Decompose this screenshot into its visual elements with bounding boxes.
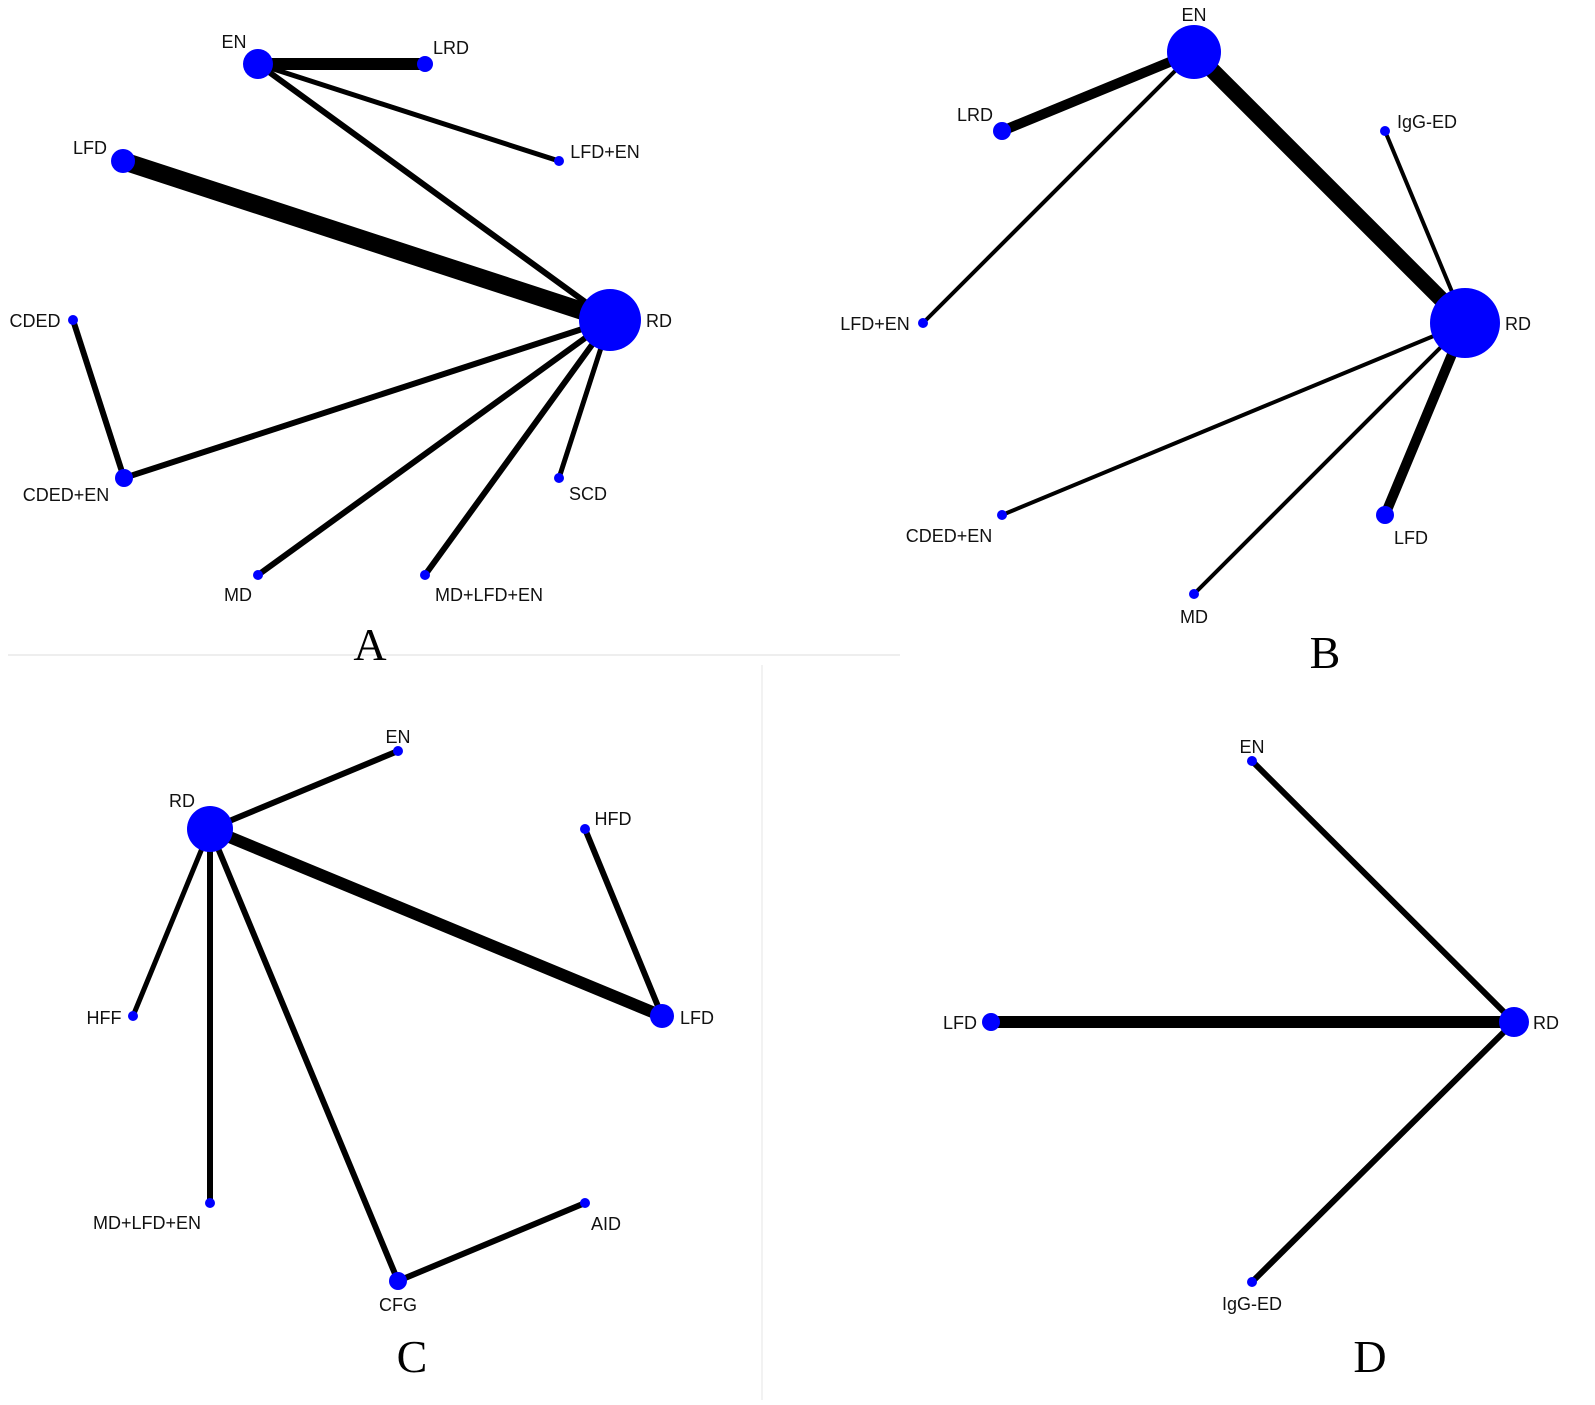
node-label-cded: CDED <box>9 311 60 331</box>
edge-rd-hff <box>130 828 213 1017</box>
node-label-en: EN <box>221 32 246 52</box>
node-label-lfd-plus-en: LFD+EN <box>570 142 640 162</box>
edge-en-rd <box>1188 46 1471 329</box>
node-lfd <box>982 1013 1000 1031</box>
node-lfd-plus-en <box>554 156 564 166</box>
node-hfd <box>580 824 590 834</box>
node-label-en: EN <box>1239 737 1264 757</box>
node-igg-ed <box>1380 126 1390 136</box>
node-lfd-plus-en <box>918 318 928 328</box>
edge-hfd-lfd <box>582 827 665 1018</box>
node-label-md: MD <box>224 585 252 605</box>
node-label-lfd: LFD <box>680 1008 714 1028</box>
node-en <box>393 746 403 756</box>
edge-cded-cded-plus-en <box>70 319 127 479</box>
node-label-lrd: LRD <box>433 38 469 58</box>
node-md-plus-lfd-plus-en <box>420 570 430 580</box>
node-scd <box>554 473 564 483</box>
node-cded-plus-en <box>115 469 133 487</box>
node-label-igg-ed: IgG-ED <box>1397 112 1457 132</box>
panel-a: EN LRD LFD+EN LFD RD CDED CDED+EN SCD MD MD+LFD+E… <box>9 32 672 670</box>
edge-en-rd <box>1249 758 1517 1025</box>
edge-lfd-rd <box>120 152 613 329</box>
panel-d: EN LFD RD IgG-ED D <box>943 737 1559 1382</box>
node-md <box>1189 589 1199 599</box>
edge-cded-plus-en-rd <box>123 317 611 481</box>
edge-md-rd <box>1192 321 1467 596</box>
edge-en-lrd <box>1000 47 1196 136</box>
node-cded-plus-en <box>997 510 1007 520</box>
node-label-en: EN <box>1181 5 1206 25</box>
edge-en-rd <box>256 61 612 323</box>
node-label-en: EN <box>385 727 410 747</box>
edge-en-lfd-plus-en <box>921 50 1196 325</box>
node-aid <box>580 1198 590 1208</box>
node-cfg <box>389 1272 407 1290</box>
node-label-md: MD <box>1180 607 1208 627</box>
panel-letter: D <box>1353 1331 1386 1382</box>
edge-igg-ed-rd <box>1249 1019 1517 1285</box>
edge-rd-en <box>208 748 400 832</box>
node-lfd <box>1376 506 1394 524</box>
edge-rd-lfd <box>207 823 665 1022</box>
node-lfd <box>650 1004 674 1028</box>
node-label-md-plus-lfd-plus-en: MD+LFD+EN <box>435 585 543 605</box>
node-igg-ed <box>1247 1277 1257 1287</box>
node-lfd <box>111 149 135 173</box>
node-label-lfd-plus-en: LFD+EN <box>840 314 910 334</box>
edge-md-rd <box>256 317 612 578</box>
edge-md-plus-lfd-plus-en-rd <box>422 318 613 577</box>
node-en <box>1167 25 1221 79</box>
panel-letter: A <box>353 619 386 670</box>
node-rd <box>187 806 233 852</box>
node-label-rd: RD <box>1533 1013 1559 1033</box>
node-label-rd: RD <box>646 311 672 331</box>
node-label-lfd: LFD <box>73 138 107 158</box>
node-label-cfg: CFG <box>379 1295 417 1315</box>
panel-letter: B <box>1310 627 1341 678</box>
node-label-scd: SCD <box>569 484 607 504</box>
node-cded <box>68 315 78 325</box>
edge-cfg-aid <box>396 1200 587 1284</box>
node-label-rd: RD <box>169 791 195 811</box>
node-label-cded-plus-en: CDED+EN <box>23 485 110 505</box>
node-label-rd: RD <box>1505 314 1531 334</box>
node-rd <box>1499 1007 1529 1037</box>
node-label-lrd: LRD <box>957 105 993 125</box>
node-en <box>1247 756 1257 766</box>
node-label-hff: HFF <box>87 1008 122 1028</box>
node-label-hfd: HFD <box>595 809 632 829</box>
node-label-aid: AID <box>591 1214 621 1234</box>
node-lrd <box>417 56 433 72</box>
panel-letter: C <box>397 1331 428 1382</box>
edge-en-lfd-plus-en <box>257 61 560 164</box>
node-label-lfd: LFD <box>943 1013 977 1033</box>
node-label-md-plus-lfd-plus-en: MD+LFD+EN <box>93 1213 201 1233</box>
node-rd <box>1430 288 1500 358</box>
edge-rd-cfg <box>207 827 401 1283</box>
node-lrd <box>993 122 1011 140</box>
node-md-plus-lfd-plus-en <box>205 1198 215 1208</box>
node-rd <box>579 289 641 351</box>
node-hff <box>128 1011 138 1021</box>
node-label-cded-plus-en: CDED+EN <box>906 526 993 546</box>
node-md <box>253 570 263 580</box>
node-label-igg-ed: IgG-ED <box>1222 1294 1282 1314</box>
panel-c: RD EN HFD LFD HFF MD+LFD+EN CFG AID C <box>87 727 715 1382</box>
node-label-lfd: LFD <box>1394 528 1428 548</box>
edge-cded-plus-en-rd <box>1001 321 1466 517</box>
node-en <box>243 49 273 79</box>
panel-b: EN LRD IgG-ED LFD+EN RD CDED+EN LFD MD B <box>840 5 1531 678</box>
